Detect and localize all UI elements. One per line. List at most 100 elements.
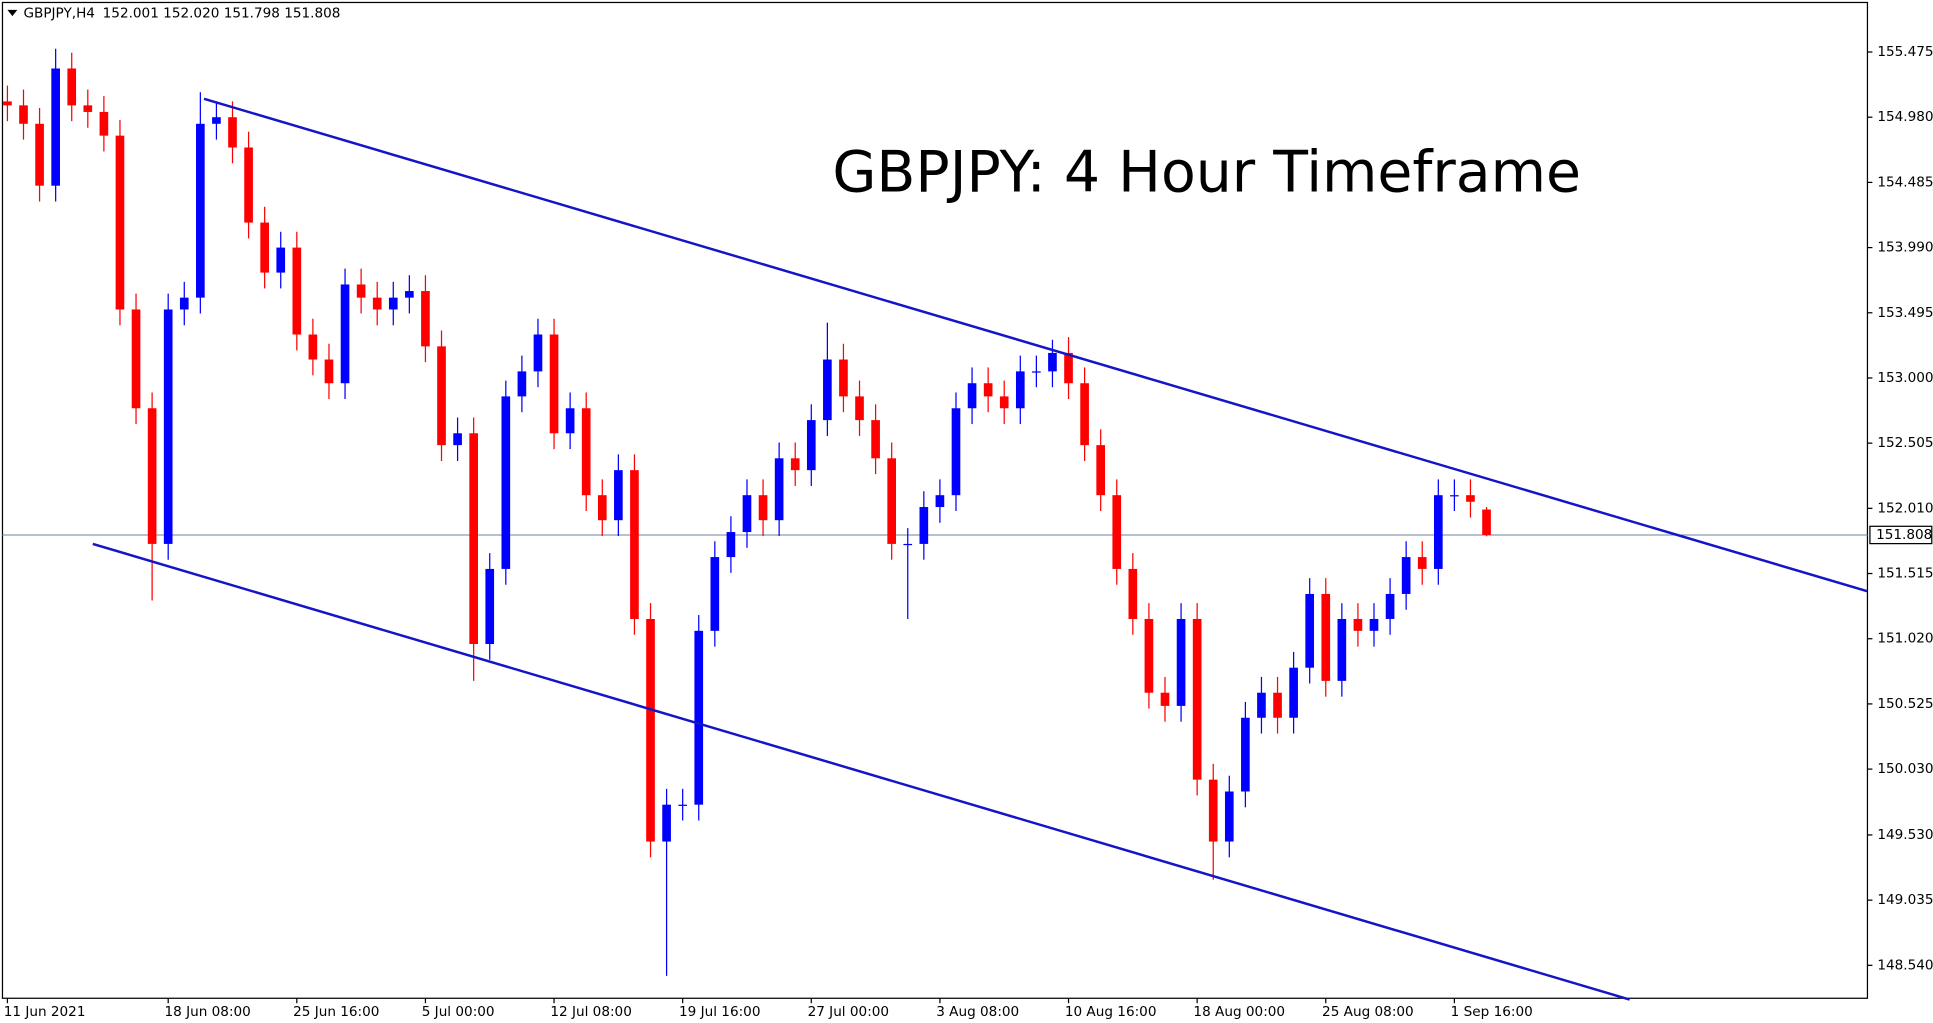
candle-body (790, 458, 800, 471)
x-tick-label: 5 Jul 00:00 (422, 1004, 495, 1020)
candle-body (67, 68, 77, 106)
candle-body (726, 532, 736, 558)
candle-body (999, 396, 1009, 409)
candle-body (1241, 717, 1250, 792)
candle-body (678, 804, 688, 806)
y-tick-label: 154.980 (1877, 109, 1933, 125)
candle-body (1096, 445, 1106, 496)
candle-body (1112, 495, 1122, 569)
candle-body (1482, 509, 1491, 535)
y-tick-label: 148.540 (1877, 957, 1933, 973)
candle-body (1417, 557, 1427, 569)
x-tick-label: 12 Jul 08:00 (550, 1004, 632, 1020)
candle-body (517, 371, 527, 397)
candle-body (597, 495, 607, 521)
candle-body (501, 396, 511, 569)
chart-title: GBPJPY: 4 Hour Timeframe (832, 139, 1581, 205)
candle-body (485, 568, 495, 644)
candle-body (983, 383, 993, 397)
y-tick-label: 155.475 (1877, 44, 1933, 60)
candle-body (405, 291, 414, 298)
candle-body (774, 458, 784, 521)
candle-body (228, 117, 237, 148)
y-tick-label: 151.020 (1877, 631, 1933, 647)
x-tick-label: 3 Aug 08:00 (936, 1004, 1019, 1020)
candle-body (421, 291, 430, 347)
candle-body (1305, 593, 1315, 668)
candle-body (244, 147, 253, 223)
candle-body (855, 396, 864, 421)
candle-body (694, 630, 704, 805)
y-tick-label: 153.000 (1877, 370, 1933, 386)
candle-body (356, 284, 366, 298)
trendline (203, 97, 1868, 593)
candle-body (1401, 557, 1411, 594)
plot-frame (1, 1, 1869, 999)
y-tick-label: 149.035 (1877, 892, 1933, 908)
trendline (92, 542, 1630, 1001)
candle-body (276, 247, 286, 273)
x-tick-label: 18 Aug 00:00 (1193, 1004, 1285, 1020)
candle-body (83, 105, 93, 112)
x-tick-label: 1 Sep 16:00 (1451, 1004, 1533, 1020)
last-price-box (1869, 525, 1933, 545)
x-tick-label: 10 Aug 16:00 (1065, 1004, 1157, 1020)
candle-body (1080, 383, 1089, 446)
candle-body (340, 284, 350, 384)
candle-body (646, 618, 655, 842)
candle-body (1176, 618, 1186, 706)
x-tick-label: 25 Aug 08:00 (1322, 1004, 1414, 1020)
candle-body (1369, 618, 1379, 631)
candle-body (919, 507, 929, 544)
candle-body (903, 543, 913, 546)
candle-body (1208, 779, 1218, 842)
candle-body (935, 495, 945, 508)
candle-body (324, 359, 334, 384)
symbol: GBPJPY,H4 (23, 6, 94, 22)
candle-body (1450, 495, 1459, 497)
candle-body (871, 420, 880, 459)
candle-body (1289, 667, 1298, 718)
candle-body (662, 804, 671, 842)
candle-body (196, 123, 205, 298)
y-tick-label: 152.505 (1877, 435, 1933, 451)
candle-body (951, 408, 961, 496)
candle-body (1192, 618, 1202, 780)
candle-body (1015, 371, 1025, 409)
y-tick-label: 153.990 (1877, 240, 1933, 256)
candle-body (533, 334, 543, 372)
quote: 152.001 152.020 151.798 151.808 (103, 6, 341, 22)
x-tick-label: 25 Jun 16:00 (293, 1004, 379, 1020)
candle-body (308, 334, 318, 360)
candle-body (115, 135, 125, 310)
candle-body (131, 309, 141, 409)
candle-body (1273, 692, 1282, 718)
candle-body (292, 247, 302, 335)
candle-body (388, 297, 398, 310)
candle-body (1257, 692, 1266, 718)
candle-body (1224, 791, 1234, 842)
x-tick-label: 19 Jul 16:00 (679, 1004, 761, 1020)
x-tick-label: 18 Jun 08:00 (164, 1004, 250, 1020)
candle-body (1353, 618, 1363, 631)
y-tick-label: 153.495 (1877, 305, 1933, 321)
candle-body (51, 68, 60, 186)
candle-body (581, 408, 591, 496)
candle-body (163, 309, 173, 544)
candle-body (1466, 495, 1475, 502)
y-tick-label: 150.030 (1877, 761, 1933, 777)
candle-body (19, 105, 28, 124)
last-price-label: 151.808 (1876, 527, 1932, 543)
candle-body (1160, 692, 1170, 706)
candle-body (742, 495, 752, 533)
y-tick-label: 149.530 (1877, 827, 1933, 843)
candle-body (437, 346, 446, 446)
menu-arrow (7, 9, 18, 17)
y-tick-label: 154.485 (1877, 174, 1933, 190)
y-tick-label: 150.525 (1877, 696, 1933, 712)
candle-body (1321, 593, 1331, 681)
candle-body (453, 433, 462, 446)
candle-body (839, 359, 848, 397)
